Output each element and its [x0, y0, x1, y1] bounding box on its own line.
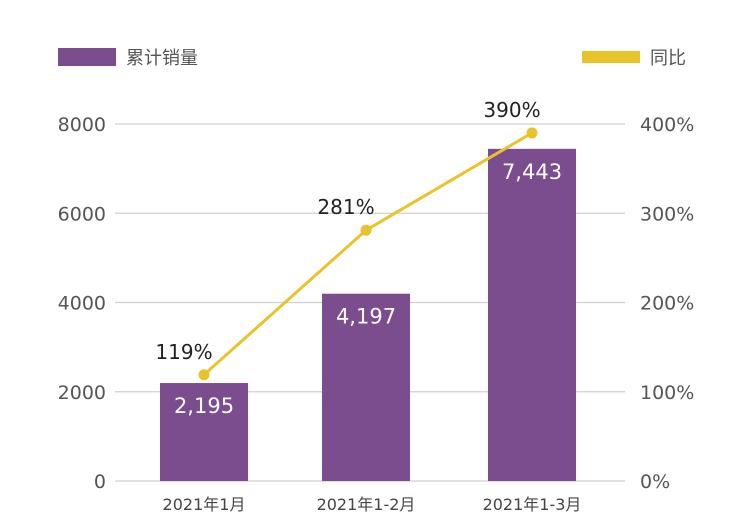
- y-right-tick-label: 0%: [640, 471, 670, 493]
- bar-value-label: 4,197: [336, 305, 396, 329]
- legend-bars: 累计销量: [58, 44, 198, 70]
- y-left-tick-label: 4000: [58, 293, 106, 315]
- line-point: [360, 224, 372, 236]
- y-left-tick-label: 0: [94, 471, 106, 493]
- line-point: [198, 369, 210, 381]
- x-axis: 2021年1月 2021年1-2月 2021年1-3月: [163, 495, 582, 514]
- line-series: 119% 281% 390%: [155, 98, 541, 381]
- bar-value-label: 2,195: [174, 394, 234, 418]
- x-tick-label: 2021年1-3月: [483, 495, 582, 514]
- line-value-label: 390%: [483, 98, 540, 122]
- y-left-tick-label: 2000: [58, 382, 106, 404]
- bar: [322, 293, 410, 481]
- y-left-tick-label: 6000: [58, 203, 106, 225]
- line-value-label: 281%: [317, 195, 374, 219]
- legend-line: 同比: [582, 44, 686, 70]
- x-tick-label: 2021年1月: [163, 495, 246, 514]
- y-left-tick-label: 8000: [58, 114, 106, 136]
- bar: [488, 148, 576, 481]
- legend-label-line: 同比: [650, 48, 686, 69]
- y-right-tick-label: 200%: [640, 293, 694, 315]
- x-tick-label: 2021年1-2月: [317, 495, 416, 514]
- bar-value-label: 7,443: [502, 160, 562, 184]
- legend-swatch-bars: [58, 48, 116, 66]
- bar: [160, 383, 248, 481]
- y-right-tick-label: 400%: [640, 114, 694, 136]
- bar-series: 2,195 4,197 7,443: [160, 148, 576, 481]
- y-axis-left: 0 2000 4000 6000 8000: [58, 114, 106, 493]
- y-right-tick-label: 100%: [640, 382, 694, 404]
- y-axis-right: 0% 100% 200% 300% 400%: [640, 114, 694, 493]
- y-right-tick-label: 300%: [640, 203, 694, 225]
- legend-label-bars: 累计销量: [126, 48, 198, 69]
- line-point: [526, 127, 538, 139]
- line-value-label: 119%: [155, 340, 212, 364]
- legend-swatch-line: [582, 51, 640, 63]
